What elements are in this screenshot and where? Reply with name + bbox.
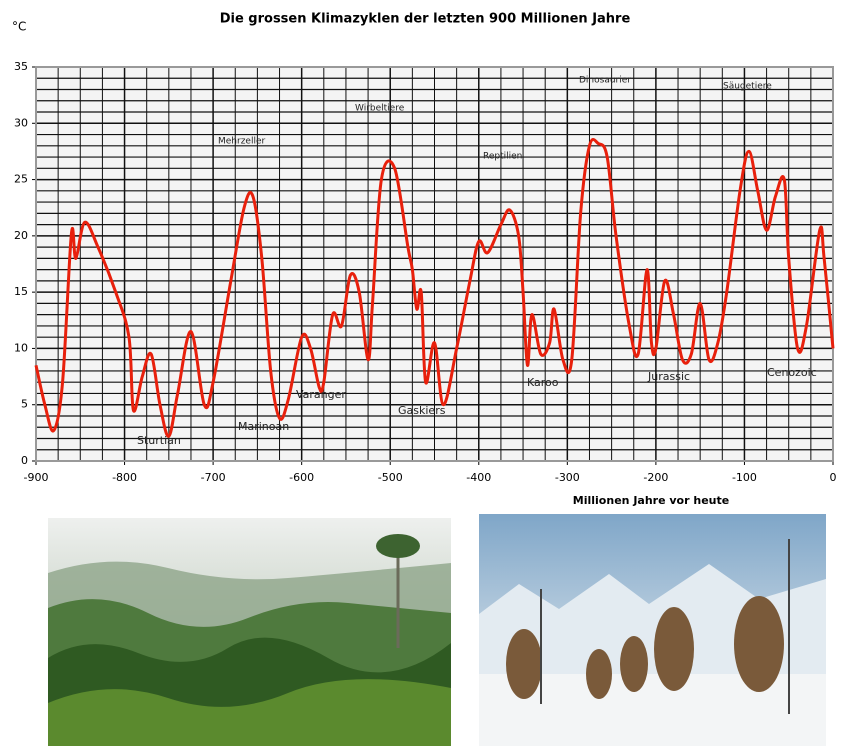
x-axis-label: Millionen Jahre vor heute [573, 494, 729, 507]
annotation: Dinosaurier [579, 76, 631, 86]
y-tick-label: 0 [21, 454, 28, 467]
y-tick-label: 20 [14, 229, 28, 242]
x-tick-label: -300 [555, 471, 580, 484]
x-tick-label: -400 [466, 471, 491, 484]
temperature-line [34, 137, 835, 438]
annotation: Gaskiers [398, 404, 446, 417]
forest-photo [48, 518, 451, 746]
y-tick-label: 25 [14, 173, 28, 186]
x-tick-label: -700 [201, 471, 226, 484]
y-tick-label: 15 [14, 285, 28, 298]
chart: Die grossen Klimazyklen der letzten 900 … [12, 12, 837, 508]
plot-frame [35, 66, 834, 462]
x-tick-label: -200 [643, 471, 668, 484]
x-tick-label: -600 [289, 471, 314, 484]
annotation: Säugetiere [723, 82, 772, 92]
x-tick-label: 0 [830, 471, 837, 484]
x-tick-label: -900 [24, 471, 49, 484]
x-tick-label: -500 [378, 471, 403, 484]
y-tick-label: 10 [14, 341, 28, 354]
x-tick-label: -100 [732, 471, 757, 484]
annotation: Varanger [296, 388, 346, 401]
annotation: Reptilien [483, 152, 522, 162]
annotation: Mehrzeller [218, 137, 266, 147]
annotation: Jurassic [647, 370, 690, 383]
y-axis-label: °C [12, 20, 26, 34]
annotation: Marinoan [238, 420, 289, 433]
annotation: Cenozoic [767, 366, 817, 379]
annotation: Karoo [527, 376, 559, 389]
annotation: Wirbeltiere [355, 104, 405, 114]
chart-title: Die grossen Klimazyklen der letzten 900 … [220, 12, 631, 27]
x-tick-label: -800 [112, 471, 137, 484]
people-photo [479, 514, 826, 746]
y-tick-label: 30 [14, 116, 28, 129]
y-tick-label: 35 [14, 60, 28, 73]
annotation: Sturtian [137, 434, 181, 447]
y-tick-label: 5 [21, 398, 28, 411]
